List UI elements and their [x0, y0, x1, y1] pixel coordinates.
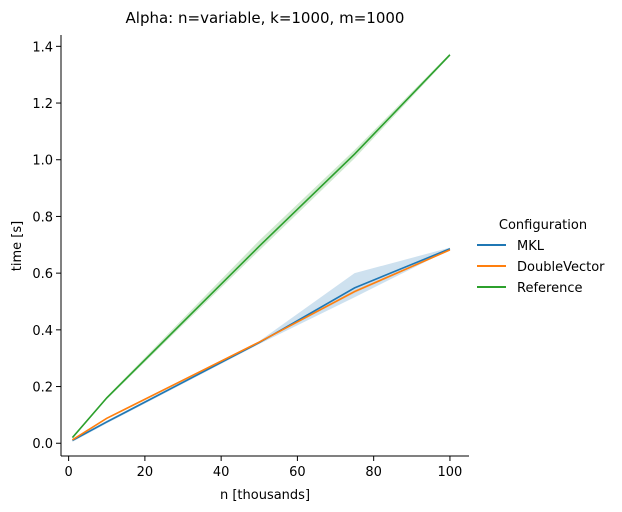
- series-lines: [71, 54, 451, 442]
- y-tick-label: 0.4: [32, 324, 53, 339]
- confidence-bands: [72, 53, 450, 442]
- x-tick-label: 60: [289, 465, 306, 480]
- y-tick-label: 1.2: [32, 97, 53, 112]
- chart-title: Alpha: n=variable, k=1000, m=1000: [126, 9, 405, 27]
- x-tick-label: 40: [213, 465, 230, 480]
- line-reference: [71, 54, 451, 439]
- y-tick-label: 0.2: [32, 381, 53, 396]
- x-axis-title: n [thousands]: [220, 488, 310, 503]
- y-tick-label: 1.0: [32, 154, 53, 169]
- legend-label-mkl: MKL: [517, 239, 545, 254]
- legend-label-doublevector: DoubleVector: [517, 260, 605, 275]
- y-ticks: 0.0 0.2 0.4 0.6 0.8 1.0 1.2 1.4: [32, 40, 61, 452]
- y-axis-title: time [s]: [10, 221, 25, 271]
- line-doublevector: [72, 249, 451, 441]
- x-tick-label: 80: [365, 465, 382, 480]
- y-tick-label: 1.4: [32, 40, 53, 55]
- y-tick-label: 0.0: [32, 437, 53, 452]
- y-tick-label: 0.8: [32, 210, 53, 225]
- x-ticks: 0 20 40 60 80 100: [64, 456, 462, 480]
- band-mkl: [72, 247, 450, 442]
- legend-title: Configuration: [499, 218, 587, 233]
- band-reference: [72, 53, 450, 439]
- legend-label-reference: Reference: [517, 281, 582, 296]
- legend: Configuration MKL DoubleVector Reference: [477, 218, 605, 296]
- x-tick-label: 0: [64, 465, 72, 480]
- x-tick-label: 100: [438, 465, 463, 480]
- x-tick-label: 20: [137, 465, 154, 480]
- y-tick-label: 0.6: [32, 267, 53, 282]
